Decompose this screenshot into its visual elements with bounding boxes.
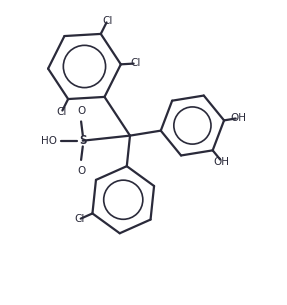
- Text: HO: HO: [41, 136, 57, 146]
- Text: S: S: [79, 134, 86, 147]
- Text: Cl: Cl: [57, 107, 67, 117]
- Text: O: O: [77, 106, 85, 116]
- Text: OH: OH: [230, 113, 246, 123]
- Text: Cl: Cl: [130, 59, 141, 69]
- Text: O: O: [77, 166, 85, 176]
- Text: Cl: Cl: [102, 16, 113, 26]
- Text: Cl: Cl: [74, 214, 84, 224]
- Text: OH: OH: [214, 156, 230, 167]
